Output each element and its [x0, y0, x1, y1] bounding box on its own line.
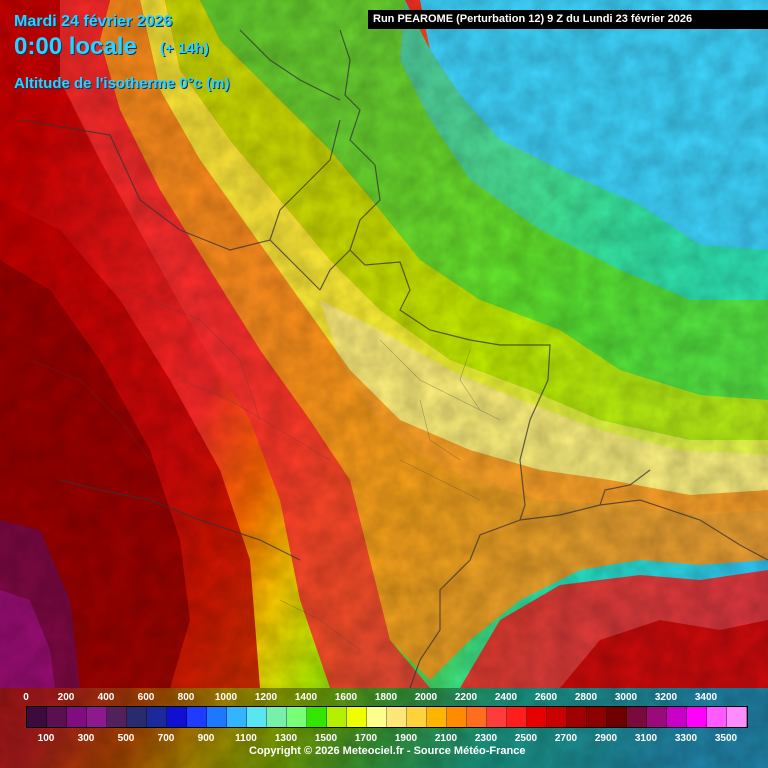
region-borders: [29, 279, 501, 651]
legend-label: 3100: [634, 733, 658, 744]
legend-label: 3300: [674, 733, 698, 744]
legend-swatch: [627, 707, 647, 727]
legend-swatch: [387, 707, 407, 727]
legend-label: 0: [23, 692, 29, 703]
legend-swatch: [187, 707, 207, 727]
legend-label: 400: [97, 692, 115, 703]
legend-label: 3200: [654, 692, 678, 703]
legend-label: 1600: [334, 692, 358, 703]
map-date: Mardi 24 février 2026: [14, 13, 173, 30]
legend-swatch: [507, 707, 527, 727]
legend-label: 2200: [454, 692, 478, 703]
legend-swatch: [527, 707, 547, 727]
legend-swatch: [427, 707, 447, 727]
legend-label: 300: [77, 733, 95, 744]
legend-label: 1900: [394, 733, 418, 744]
legend-swatch: [227, 707, 247, 727]
legend-swatch: [327, 707, 347, 727]
legend-swatch: [167, 707, 187, 727]
legend-label: 2400: [494, 692, 518, 703]
legend-label: 3500: [714, 733, 738, 744]
legend-swatch: [407, 707, 427, 727]
legend-label: 2500: [514, 733, 538, 744]
legend-swatch: [267, 707, 287, 727]
legend-label: 1400: [294, 692, 318, 703]
legend-swatch: [687, 707, 707, 727]
legend-swatch: [607, 707, 627, 727]
legend-swatch: [347, 707, 367, 727]
legend-label: 500: [117, 733, 135, 744]
legend-swatch: [147, 707, 167, 727]
legend-label: 3000: [614, 692, 638, 703]
legend-swatch: [467, 707, 487, 727]
legend-swatch: [707, 707, 727, 727]
legend-label: 800: [177, 692, 195, 703]
legend-label: 2800: [574, 692, 598, 703]
legend-label: 700: [157, 733, 175, 744]
legend-swatch: [87, 707, 107, 727]
forecast-offset: (+ 14h): [160, 40, 209, 57]
legend-label: 2900: [594, 733, 618, 744]
legend-label: 100: [37, 733, 55, 744]
legend-label: 1800: [374, 692, 398, 703]
legend-swatch: [667, 707, 687, 727]
map-hour: 0:00 locale: [14, 33, 137, 60]
legend-label: 2600: [534, 692, 558, 703]
legend-label: 2100: [434, 733, 458, 744]
legend-label: 2700: [554, 733, 578, 744]
legend-panel: [0, 688, 768, 768]
legend-swatch: [287, 707, 307, 727]
legend-swatch: [67, 707, 87, 727]
legend-label: 1200: [254, 692, 278, 703]
legend-swatch: [307, 707, 327, 727]
legend-swatch: [247, 707, 267, 727]
legend-label: 1100: [235, 733, 257, 744]
copyright-notice: Copyright © 2026 Meteociel.fr - Source M…: [249, 745, 526, 757]
legend-label: 1000: [214, 692, 238, 703]
legend-label: 2300: [474, 733, 498, 744]
legend-swatch: [47, 707, 67, 727]
legend-swatch: [27, 707, 47, 727]
legend-swatch: [127, 707, 147, 727]
run-info-banner: Run PEAROME (Perturbation 12) 9 Z du Lun…: [368, 10, 768, 29]
legend-swatch: [647, 707, 667, 727]
legend-label: 1700: [354, 733, 378, 744]
legend-label: 1500: [314, 733, 338, 744]
parameter-title: Altitude de l'isotherme 0°c (m): [14, 75, 230, 92]
legend-swatch: [587, 707, 607, 727]
legend-swatch: [727, 707, 747, 727]
country-borders: [19, 29, 768, 689]
color-scale: [26, 706, 748, 728]
legend-label: 600: [137, 692, 155, 703]
legend-label: 900: [197, 733, 215, 744]
legend-label: 2000: [414, 692, 438, 703]
legend-label: 1300: [274, 733, 298, 744]
legend-swatch: [367, 707, 387, 727]
legend-swatch: [567, 707, 587, 727]
legend-swatch: [107, 707, 127, 727]
legend-label: 200: [57, 692, 75, 703]
legend-swatch: [487, 707, 507, 727]
legend-label: 3400: [694, 692, 718, 703]
legend-swatch: [447, 707, 467, 727]
legend-swatch: [547, 707, 567, 727]
legend-swatch: [207, 707, 227, 727]
